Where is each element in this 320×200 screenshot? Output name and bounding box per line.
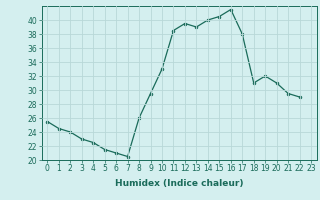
- X-axis label: Humidex (Indice chaleur): Humidex (Indice chaleur): [115, 179, 244, 188]
